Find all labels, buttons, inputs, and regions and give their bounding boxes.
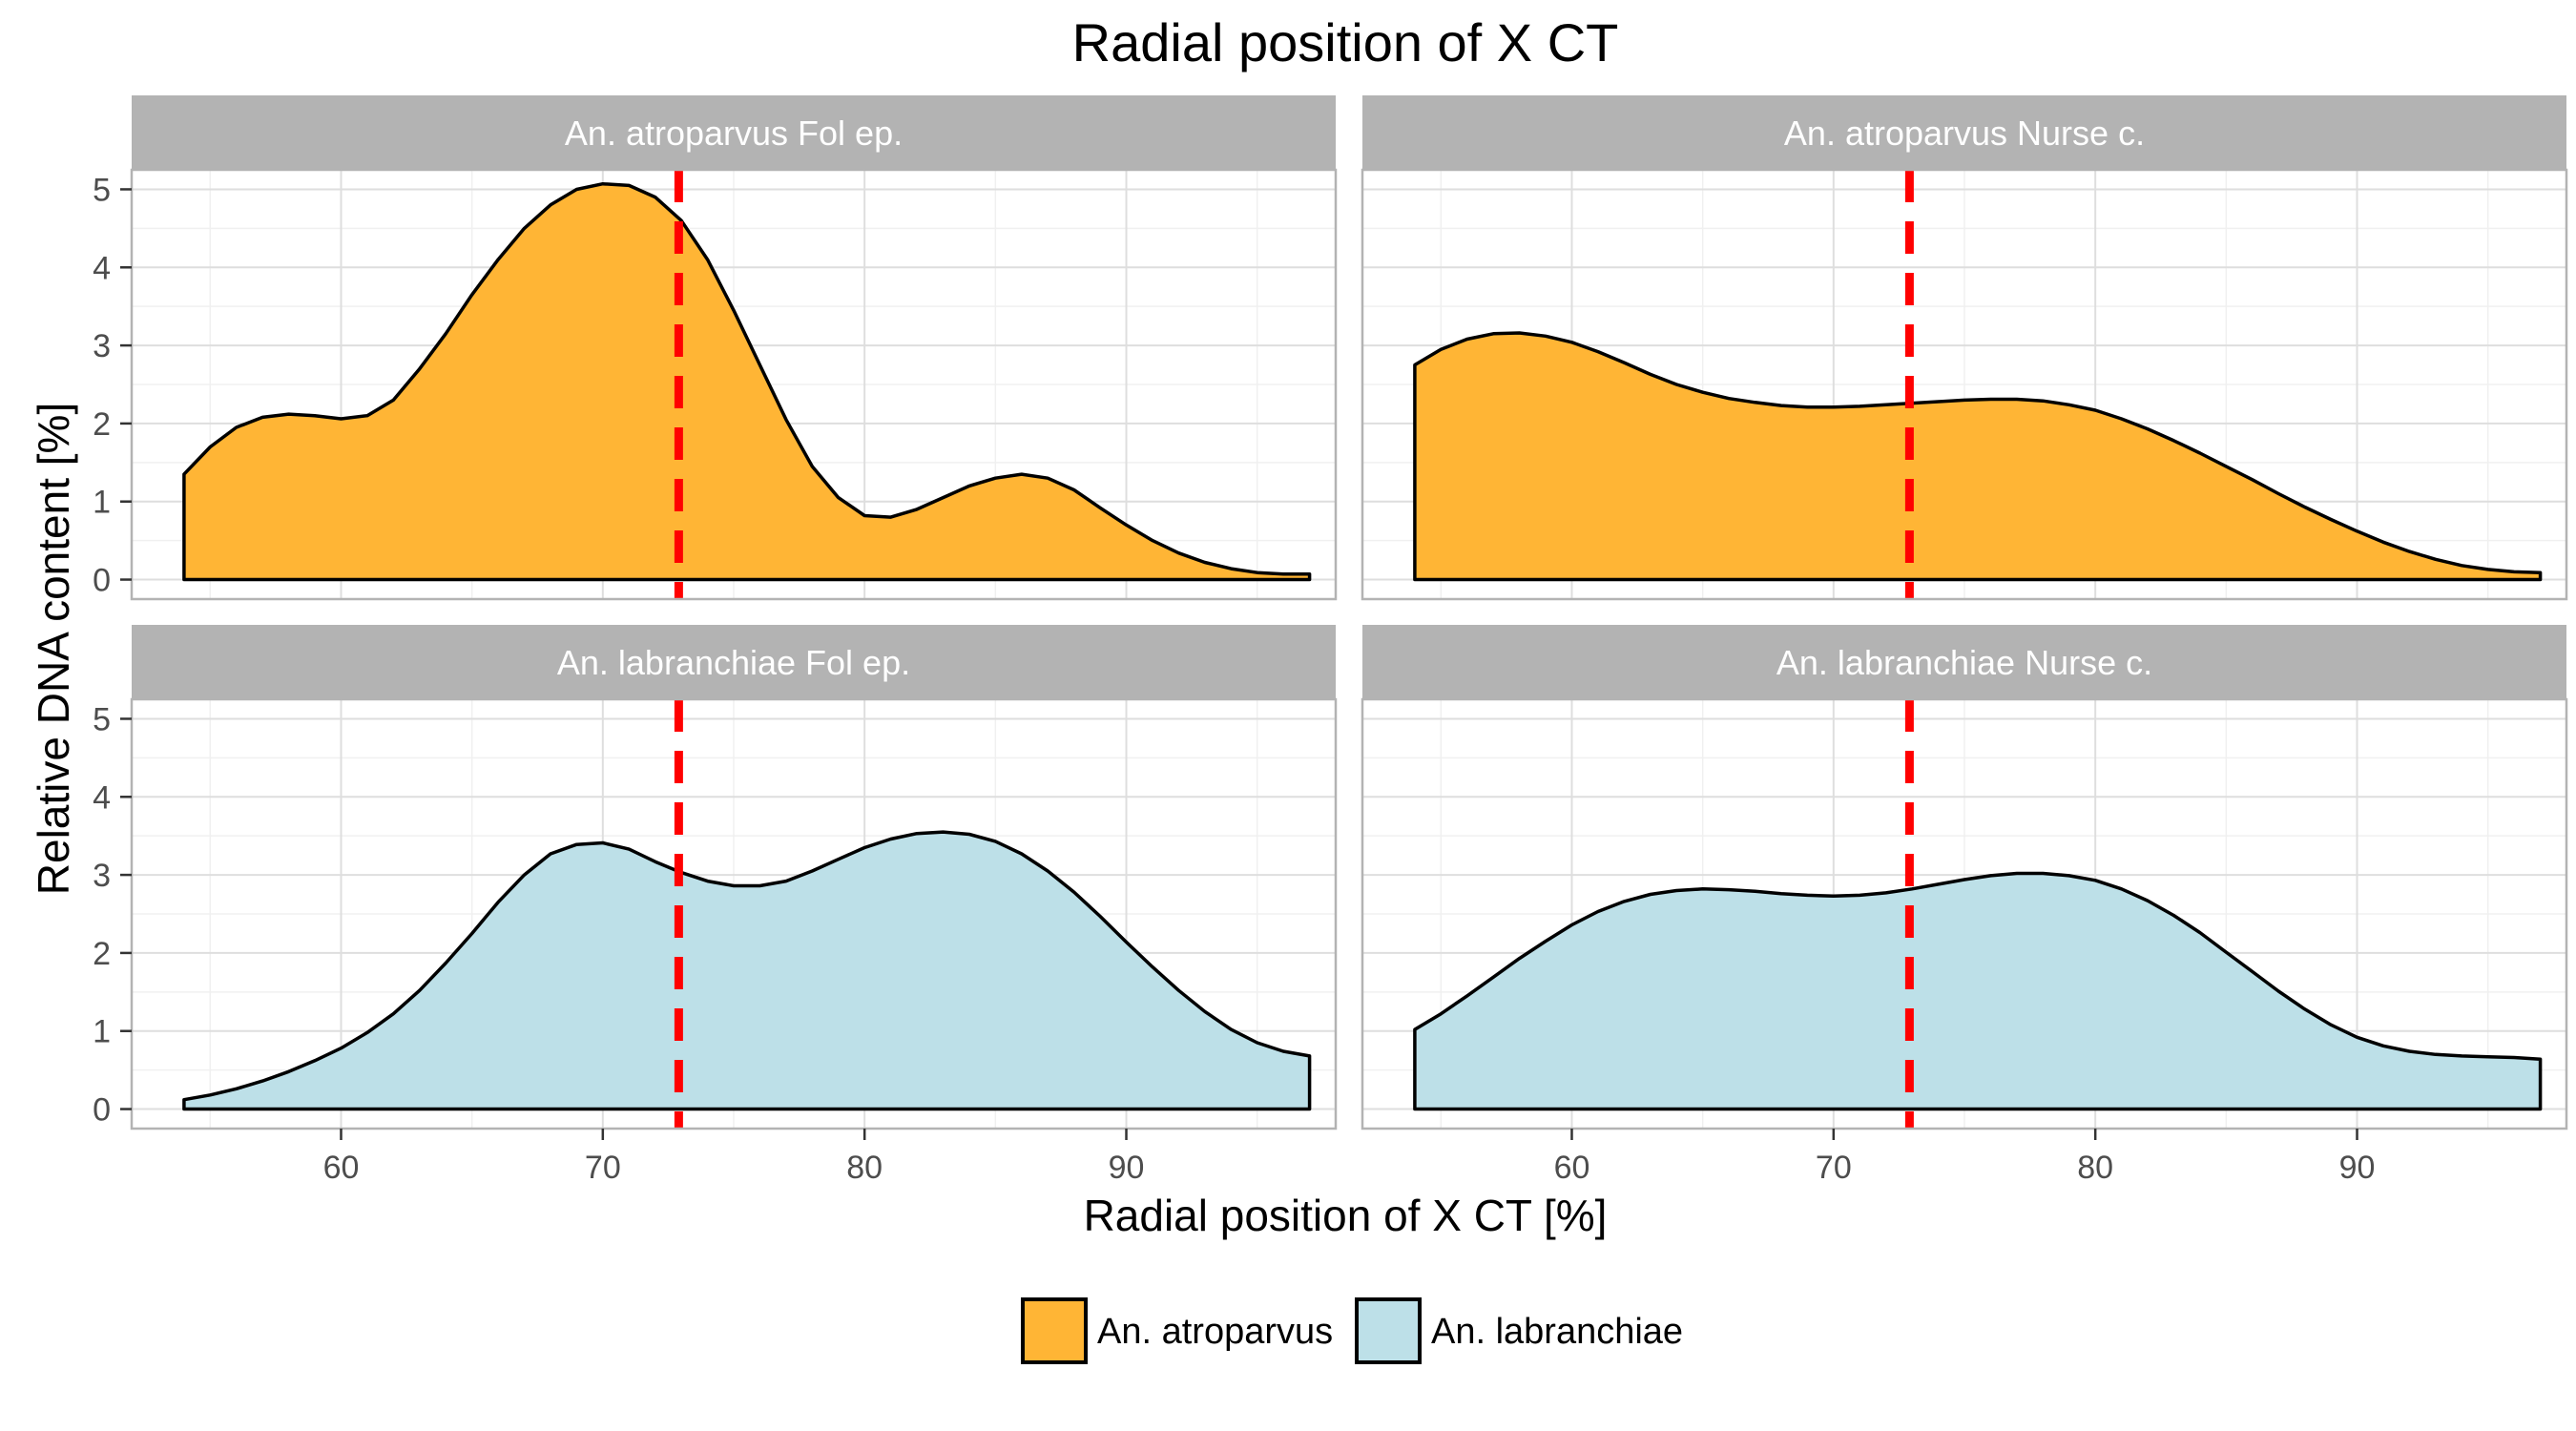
y-tick-label: 3 xyxy=(93,328,111,364)
legend-item: An. atroparvus xyxy=(1021,1297,1333,1364)
facet-panel: An. labranchiae Nurse c. 60 70 80 90 xyxy=(1361,625,2568,1186)
facet-strip xyxy=(132,95,1336,170)
panel-border xyxy=(1361,168,2568,601)
panel-border xyxy=(1361,697,2568,1130)
x-tick-label: 60 xyxy=(1554,1150,1590,1186)
x-tick-label: 80 xyxy=(2077,1150,2113,1186)
y-tick-label: 1 xyxy=(93,1014,111,1050)
legend-item: An. labranchiae xyxy=(1355,1297,1683,1364)
facet-panel: An. atroparvus Fol ep. 0 1 2 3 4 5 xyxy=(93,95,1338,601)
legend-swatch xyxy=(1355,1297,1422,1364)
legend: An. atroparvus An. labranchiae xyxy=(1021,1297,1683,1364)
facet-strip-label: An. atroparvus Nurse c. xyxy=(1784,114,2145,153)
chart-title: Radial position of X CT xyxy=(1072,12,1619,73)
x-tick-label: 80 xyxy=(846,1150,883,1186)
y-tick-label: 3 xyxy=(93,858,111,894)
y-tick-label: 2 xyxy=(93,406,111,443)
x-tick-label: 60 xyxy=(323,1150,360,1186)
facet-strip xyxy=(1362,625,2566,699)
facet-strip-label: An. labranchiae Nurse c. xyxy=(1776,643,2152,682)
facet-panel: An. labranchiae Fol ep. 0 1 2 3 4 5 60 70 80 90 xyxy=(93,625,1338,1186)
legend-label: An. atroparvus xyxy=(1097,1312,1333,1352)
density-area xyxy=(182,830,1312,1111)
y-tick-label: 0 xyxy=(93,563,111,599)
y-tick-label: 2 xyxy=(93,936,111,972)
x-axis-title: Radial position of X CT [%] xyxy=(1084,1191,1608,1240)
density-area xyxy=(1413,331,2543,582)
y-tick-label: 4 xyxy=(93,779,111,816)
y-tick-label: 5 xyxy=(93,701,111,737)
y-tick-label: 0 xyxy=(93,1092,111,1129)
facet-strip-label: An. labranchiae Fol ep. xyxy=(557,643,910,682)
y-axis-title: Relative DNA content [%] xyxy=(29,403,78,895)
facet-strip xyxy=(1362,95,2566,170)
y-tick-label: 1 xyxy=(93,485,111,521)
facet-strip xyxy=(132,625,1336,699)
y-tick-label: 4 xyxy=(93,250,111,286)
panel-border xyxy=(130,168,1338,601)
density-area xyxy=(1413,871,2543,1111)
panel-border xyxy=(130,697,1338,1130)
y-tick-label: 5 xyxy=(93,172,111,208)
x-tick-label: 70 xyxy=(585,1150,621,1186)
legend-label: An. labranchiae xyxy=(1431,1312,1683,1352)
legend-swatch xyxy=(1021,1297,1088,1364)
x-tick-label: 90 xyxy=(2339,1150,2376,1186)
facet-panel: An. atroparvus Nurse c. xyxy=(1361,95,2568,601)
density-area xyxy=(182,181,1312,582)
facet-strip-label: An. atroparvus Fol ep. xyxy=(565,114,903,153)
x-tick-label: 90 xyxy=(1109,1150,1145,1186)
x-tick-label: 70 xyxy=(1816,1150,1852,1186)
